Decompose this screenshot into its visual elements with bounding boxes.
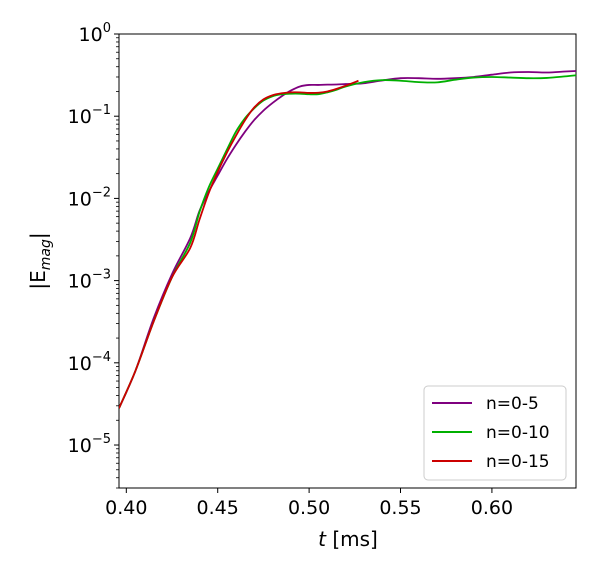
y-axis-label-sub: mag bbox=[38, 239, 54, 270]
y-tick-label: 10−1 bbox=[68, 103, 111, 128]
plot-area bbox=[118, 33, 577, 489]
y-tick-exp: −1 bbox=[92, 103, 111, 118]
y-tick-exp: −5 bbox=[92, 432, 111, 447]
y-axis-label-close: | bbox=[26, 232, 50, 239]
y-tick-base: 10 bbox=[68, 435, 92, 457]
y-tick-label: 10−4 bbox=[68, 350, 111, 375]
y-tick-base: 10 bbox=[68, 271, 92, 293]
x-axis-label-unit: [ms] bbox=[326, 527, 378, 551]
x-tick-label: 0.60 bbox=[471, 497, 513, 519]
y-axis-label: |Emag| bbox=[26, 232, 54, 289]
x-axis-label-var: t bbox=[318, 527, 327, 551]
x-axis-label: t [ms] bbox=[318, 527, 378, 551]
y-axis-label-base: |E bbox=[26, 270, 50, 289]
y-tick-base: 10 bbox=[68, 106, 92, 128]
x-tick-label: 0.55 bbox=[379, 497, 421, 519]
legend: n=0-5 n=0-10 n=0-15 bbox=[423, 385, 567, 481]
legend-label-2: n=0-10 bbox=[486, 423, 550, 443]
y-tick-label: 100 bbox=[79, 21, 111, 46]
series-line-2 bbox=[119, 74, 576, 409]
x-tick-label: 0.50 bbox=[288, 497, 330, 519]
series-layer bbox=[119, 70, 576, 409]
y-tick-exp: −2 bbox=[92, 185, 111, 200]
legend-label-3: n=0-15 bbox=[486, 452, 550, 472]
y-tick-exp: 0 bbox=[103, 21, 111, 36]
x-axis-ticks: 0.40 0.45 0.50 0.55 0.60 bbox=[105, 488, 513, 519]
legend-frame bbox=[423, 385, 567, 481]
y-tick-label: 10−2 bbox=[68, 185, 111, 210]
y-tick-base: 10 bbox=[79, 24, 103, 46]
y-tick-exp: −4 bbox=[92, 350, 111, 365]
y-tick-label: 10−3 bbox=[68, 268, 111, 293]
series-line-3 bbox=[119, 79, 359, 409]
y-tick-base: 10 bbox=[68, 188, 92, 210]
x-tick-label: 0.40 bbox=[105, 497, 147, 519]
y-tick-exp: −3 bbox=[92, 268, 111, 283]
y-tick-base: 10 bbox=[68, 353, 92, 375]
x-tick-label: 0.45 bbox=[197, 497, 239, 519]
legend-label-1: n=0-5 bbox=[486, 394, 539, 414]
y-tick-label: 10−5 bbox=[68, 432, 111, 457]
